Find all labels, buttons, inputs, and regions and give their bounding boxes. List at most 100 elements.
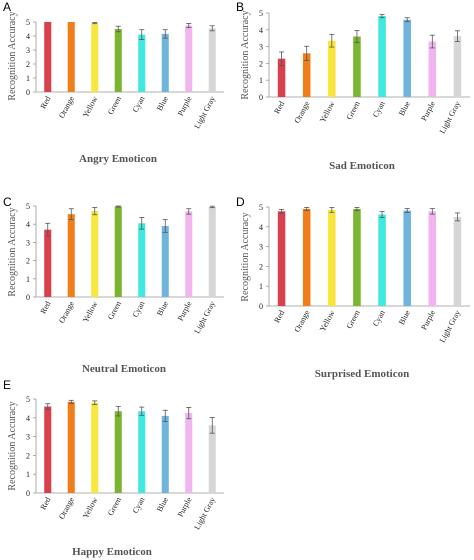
x-tick-label: Cyan bbox=[131, 496, 147, 515]
chart-title: Surprised Emoticon bbox=[315, 368, 409, 380]
error-bar bbox=[92, 400, 98, 406]
x-tick-label: Purple bbox=[176, 299, 194, 322]
y-tick-label: 5 bbox=[26, 202, 30, 211]
error-bar bbox=[209, 417, 215, 434]
x-tick-label: Green bbox=[345, 309, 362, 330]
y-axis-label: Recognition Accuracy bbox=[7, 207, 18, 296]
y-tick-label: 4 bbox=[259, 26, 263, 35]
y-tick-label: 4 bbox=[26, 32, 30, 41]
x-tick-label: Blue bbox=[155, 94, 170, 112]
panel-letter: D bbox=[236, 195, 245, 209]
bar-red bbox=[44, 22, 52, 92]
bar-orange bbox=[302, 53, 311, 97]
bar-orange bbox=[67, 214, 75, 297]
y-tick-label: 4 bbox=[26, 414, 30, 423]
bar-yellow bbox=[328, 209, 336, 306]
x-tick-label: Blue bbox=[397, 308, 412, 326]
error-bar bbox=[454, 212, 460, 222]
x-tick-label: Green bbox=[106, 95, 123, 116]
y-tick-label: 3 bbox=[259, 43, 263, 52]
bar-cyan bbox=[138, 411, 146, 493]
y-tick-label: 1 bbox=[259, 282, 263, 291]
error-bar bbox=[429, 34, 435, 49]
bar-cyan bbox=[378, 214, 386, 306]
y-tick-label: 0 bbox=[26, 293, 30, 302]
y-axis-label: Recognition Accuracy bbox=[240, 10, 251, 99]
x-tick-label: Purple bbox=[419, 308, 437, 331]
bar-blue bbox=[161, 33, 169, 92]
x-tick-label: Orange bbox=[57, 495, 76, 520]
error-bar bbox=[404, 208, 410, 213]
bar-light-gray bbox=[453, 216, 462, 306]
x-tick-label: Yellow bbox=[81, 95, 100, 120]
y-tick-label: 2 bbox=[26, 451, 30, 460]
error-bar bbox=[139, 29, 145, 40]
error-bar bbox=[162, 219, 168, 233]
x-tick-label: Blue bbox=[155, 299, 170, 317]
bar-purple bbox=[428, 211, 437, 306]
panel-letter: C bbox=[3, 195, 12, 209]
bar-blue bbox=[403, 210, 411, 306]
panel-a: A 0 1 2 3 4 5 Recognition Accuracy Red Orange Yell… bbox=[3, 0, 224, 165]
x-tick-label: Purple bbox=[419, 99, 437, 122]
x-tick-label: Blue bbox=[397, 99, 412, 117]
bar-blue bbox=[161, 415, 169, 493]
bar-light-gray bbox=[208, 206, 216, 297]
panel-e: E 0 1 2 3 4 5 Recognition Accuracy Red Orange Yell… bbox=[3, 378, 224, 558]
error-bar bbox=[354, 30, 360, 43]
bar-orange bbox=[67, 401, 75, 493]
error-bar bbox=[186, 407, 192, 420]
error-bar bbox=[115, 25, 121, 33]
error-bar bbox=[304, 206, 310, 211]
error-bar bbox=[354, 206, 360, 211]
x-tick-label: Light Gray bbox=[438, 100, 463, 135]
error-bar bbox=[279, 208, 285, 214]
error-bar bbox=[379, 211, 385, 218]
chart-title: Sad Emoticon bbox=[329, 160, 395, 172]
error-bar bbox=[429, 208, 435, 215]
error-bar bbox=[115, 205, 121, 208]
error-bar bbox=[92, 207, 98, 216]
panel-b: B 0 1 2 3 4 5 Recognition Accuracy Red Orange Yell… bbox=[236, 0, 470, 172]
bar-red bbox=[277, 211, 286, 306]
error-bar bbox=[329, 33, 335, 48]
y-tick-label: 1 bbox=[26, 74, 30, 83]
bar-orange bbox=[302, 208, 311, 306]
y-tick-label: 5 bbox=[26, 18, 30, 27]
x-tick-label: Blue bbox=[155, 495, 170, 513]
x-tick-label: Orange bbox=[292, 308, 311, 333]
panel-letter: A bbox=[3, 0, 11, 14]
x-tick-label: Red bbox=[272, 309, 286, 325]
x-tick-label: Yellow bbox=[318, 309, 337, 334]
y-tick-label: 0 bbox=[259, 302, 263, 311]
bar-yellow bbox=[91, 23, 99, 92]
bar-blue bbox=[161, 226, 169, 297]
x-tick-label: Cyan bbox=[131, 95, 147, 114]
error-bar bbox=[404, 17, 410, 23]
bar-light-gray bbox=[208, 28, 216, 92]
y-tick-label: 5 bbox=[259, 9, 263, 18]
x-tick-label: Green bbox=[345, 100, 362, 121]
error-bar bbox=[68, 208, 74, 221]
bar-yellow bbox=[91, 402, 99, 493]
bar-purple bbox=[185, 211, 193, 297]
bar-cyan bbox=[138, 34, 146, 92]
x-tick-label: Light Gray bbox=[438, 309, 463, 344]
y-tick-label: 4 bbox=[26, 220, 30, 229]
y-tick-label: 3 bbox=[26, 433, 30, 442]
x-tick-label: Red bbox=[39, 300, 53, 316]
x-tick-label: Purple bbox=[176, 495, 194, 518]
y-tick-label: 5 bbox=[26, 395, 30, 404]
bar-purple bbox=[185, 413, 193, 493]
error-bar bbox=[186, 22, 192, 29]
x-tick-label: Light Gray bbox=[192, 300, 217, 335]
bar-purple bbox=[428, 41, 437, 97]
chart-title: Angry Emoticon bbox=[79, 153, 157, 165]
x-tick-label: Green bbox=[106, 496, 123, 517]
error-bar bbox=[162, 409, 168, 422]
bar-cyan bbox=[138, 223, 146, 297]
error-bar bbox=[209, 205, 215, 209]
y-tick-label: 2 bbox=[26, 60, 30, 69]
bar-red bbox=[44, 406, 52, 493]
y-tick-label: 3 bbox=[26, 46, 30, 55]
